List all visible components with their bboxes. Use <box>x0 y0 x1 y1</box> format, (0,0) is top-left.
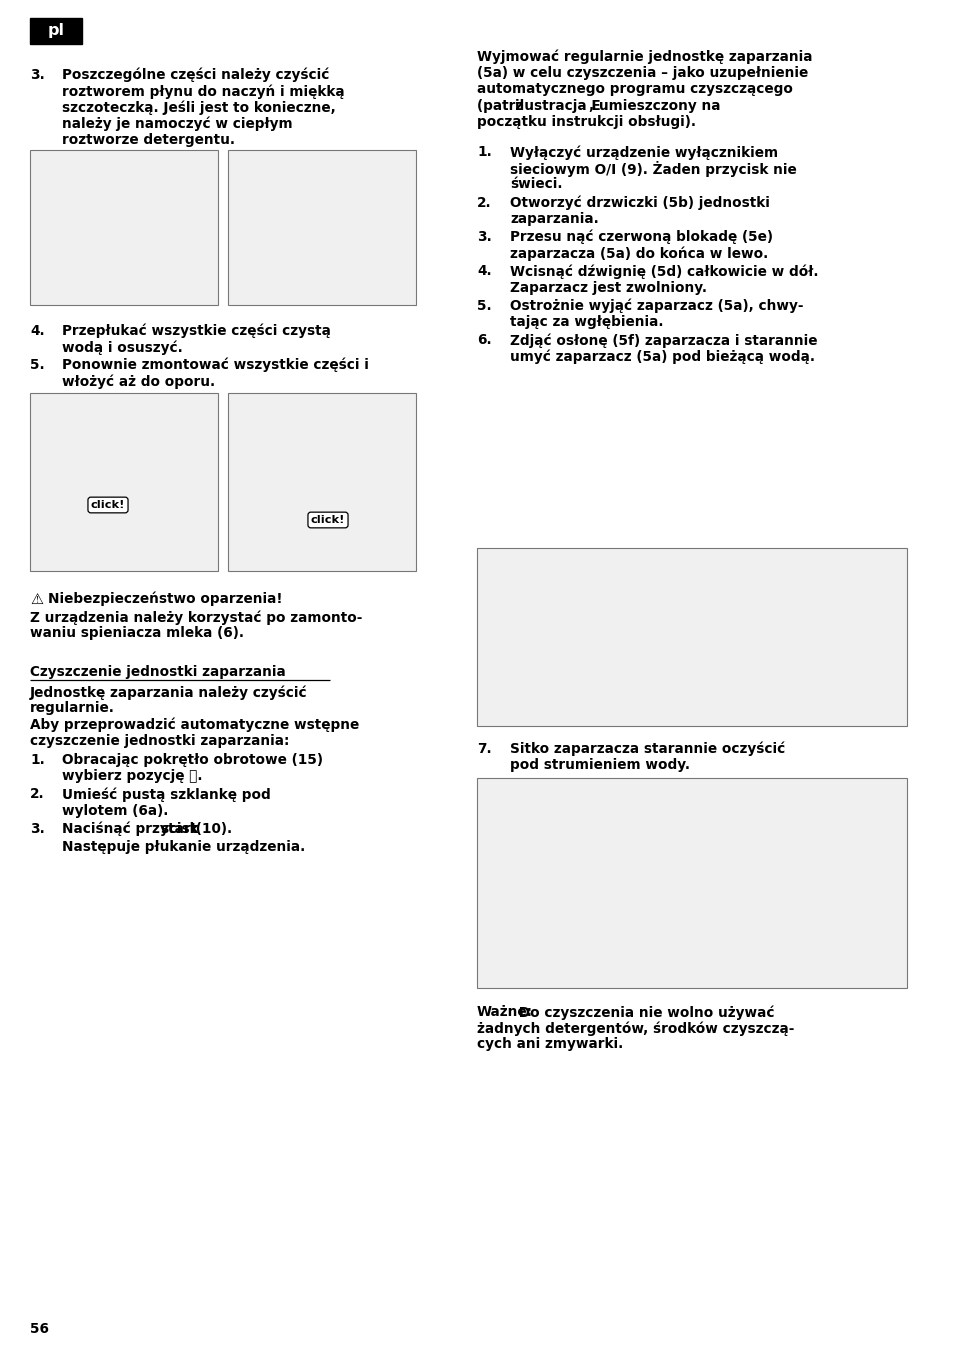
Text: szczoteczką. Jeśli jest to konieczne,: szczoteczką. Jeśli jest to konieczne, <box>62 100 335 115</box>
Text: 6.: 6. <box>476 333 491 347</box>
Text: 3.: 3. <box>476 230 491 244</box>
Text: należy je namoczyć w ciepłym: należy je namoczyć w ciepłym <box>62 116 293 131</box>
Text: Zaparzacz jest zwolniony.: Zaparzacz jest zwolniony. <box>510 280 706 295</box>
Text: Niebezpieczeństwo oparzenia!: Niebezpieczeństwo oparzenia! <box>48 592 282 607</box>
Text: roztworze detergentu.: roztworze detergentu. <box>62 133 234 146</box>
Text: waniu spieniacza mleka (6).: waniu spieniacza mleka (6). <box>30 627 244 640</box>
Text: umyć zaparzacz (5a) pod bieżącą wodą.: umyć zaparzacz (5a) pod bieżącą wodą. <box>510 349 814 364</box>
Text: żadnych detergentów, środków czyszczą-: żadnych detergentów, środków czyszczą- <box>476 1021 794 1036</box>
Text: start: start <box>160 822 197 835</box>
Text: (patrz: (patrz <box>476 99 527 112</box>
Text: 1.: 1. <box>30 753 45 766</box>
Text: Jednostkę zaparzania należy czyścić: Jednostkę zaparzania należy czyścić <box>30 685 307 700</box>
Text: Wyłączyć urządzenie wyłącznikiem: Wyłączyć urządzenie wyłącznikiem <box>510 145 778 160</box>
Text: click!: click! <box>91 500 125 510</box>
Text: Do czyszczenia nie wolno używać: Do czyszczenia nie wolno używać <box>513 1005 773 1020</box>
Text: 5.: 5. <box>476 299 491 313</box>
Text: click!: click! <box>311 515 345 525</box>
Text: Z urządzenia należy korzystać po zamonto-: Z urządzenia należy korzystać po zamonto… <box>30 611 362 624</box>
Text: Czyszczenie jednostki zaparzania: Czyszczenie jednostki zaparzania <box>30 665 286 678</box>
Text: Sitko zaparzacza starannie oczyścić: Sitko zaparzacza starannie oczyścić <box>510 742 784 757</box>
Text: 5.: 5. <box>30 357 45 372</box>
Text: 56: 56 <box>30 1322 49 1336</box>
Bar <box>30 18 82 43</box>
Text: czyszczenie jednostki zaparzania:: czyszczenie jednostki zaparzania: <box>30 734 289 747</box>
Text: , umieszczony na: , umieszczony na <box>588 99 720 112</box>
Text: cych ani zmywarki.: cych ani zmywarki. <box>476 1037 622 1052</box>
Text: (10).: (10). <box>191 822 232 835</box>
Text: wodą i osuszyć.: wodą i osuszyć. <box>62 340 183 355</box>
Text: ⚠: ⚠ <box>30 592 43 607</box>
Text: Poszczególne części należy czyścić: Poszczególne części należy czyścić <box>62 68 329 83</box>
Text: ilustracja E: ilustracja E <box>515 99 600 112</box>
Text: 1.: 1. <box>476 145 491 158</box>
Bar <box>228 393 416 571</box>
Text: Wyjmować regularnie jednostkę zaparzania: Wyjmować regularnie jednostkę zaparzania <box>476 50 812 65</box>
Text: Naciśnąć przycisk: Naciśnąć przycisk <box>62 822 203 837</box>
Text: roztworem płynu do naczyń i miękką: roztworem płynu do naczyń i miękką <box>62 84 344 99</box>
Text: świeci.: świeci. <box>510 177 562 191</box>
Text: Otworzyć drzwiczki (5b) jednostki: Otworzyć drzwiczki (5b) jednostki <box>510 195 769 210</box>
Text: (5a) w celu czyszczenia – jako uzupełnienie: (5a) w celu czyszczenia – jako uzupełnie… <box>476 66 807 80</box>
Text: 2.: 2. <box>30 788 45 802</box>
Text: Następuje płukanie urządzenia.: Następuje płukanie urządzenia. <box>62 839 305 854</box>
Text: sieciowym O/I (9). Żaden przycisk nie: sieciowym O/I (9). Żaden przycisk nie <box>510 161 796 177</box>
Text: regularnie.: regularnie. <box>30 701 114 715</box>
Bar <box>476 548 906 726</box>
Text: pl: pl <box>48 23 65 38</box>
Text: 4.: 4. <box>30 324 45 338</box>
Text: Umieść pustą szklankę pod: Umieść pustą szklankę pod <box>62 788 271 802</box>
Text: Przesu nąć czerwoną blokadę (5e): Przesu nąć czerwoną blokadę (5e) <box>510 230 772 245</box>
Text: zaparzania.: zaparzania. <box>510 211 598 226</box>
Text: Zdjąć osłonę (5f) zaparzacza i starannie: Zdjąć osłonę (5f) zaparzacza i starannie <box>510 333 817 348</box>
Bar <box>476 779 906 988</box>
Text: Ostrożnie wyjąć zaparzacz (5a), chwy-: Ostrożnie wyjąć zaparzacz (5a), chwy- <box>510 299 802 313</box>
Text: 2.: 2. <box>476 195 491 210</box>
Text: Obracając pokrętło obrotowe (15): Obracając pokrętło obrotowe (15) <box>62 753 323 766</box>
Text: Ponownie zmontować wszystkie części i: Ponownie zmontować wszystkie części i <box>62 357 369 372</box>
Text: 3.: 3. <box>30 822 45 835</box>
Text: Przepłukać wszystkie części czystą: Przepłukać wszystkie części czystą <box>62 324 331 338</box>
Text: wylotem (6a).: wylotem (6a). <box>62 804 168 818</box>
Bar <box>30 393 218 571</box>
Text: pod strumieniem wody.: pod strumieniem wody. <box>510 758 689 772</box>
Text: 4.: 4. <box>476 264 491 279</box>
Bar <box>228 150 416 305</box>
Text: 3.: 3. <box>30 68 45 83</box>
Text: 7.: 7. <box>476 742 491 756</box>
Text: zaparzacza (5a) do końca w lewo.: zaparzacza (5a) do końca w lewo. <box>510 246 767 261</box>
Text: Ważne:: Ważne: <box>476 1005 533 1020</box>
Bar <box>30 150 218 305</box>
Text: Aby przeprowadzić automatyczne wstępne: Aby przeprowadzić automatyczne wstępne <box>30 718 359 733</box>
Text: tając za wgłębienia.: tając za wgłębienia. <box>510 315 662 329</box>
Text: początku instrukcji obsługi).: początku instrukcji obsługi). <box>476 115 696 129</box>
Text: wybierz pozycję ⎈.: wybierz pozycję ⎈. <box>62 769 202 783</box>
Text: automatycznego programu czyszczącego: automatycznego programu czyszczącego <box>476 83 792 96</box>
Text: Wcisnąć dźwignię (5d) całkowicie w dół.: Wcisnąć dźwignię (5d) całkowicie w dół. <box>510 264 818 279</box>
Text: włożyć aż do oporu.: włożyć aż do oporu. <box>62 374 214 389</box>
